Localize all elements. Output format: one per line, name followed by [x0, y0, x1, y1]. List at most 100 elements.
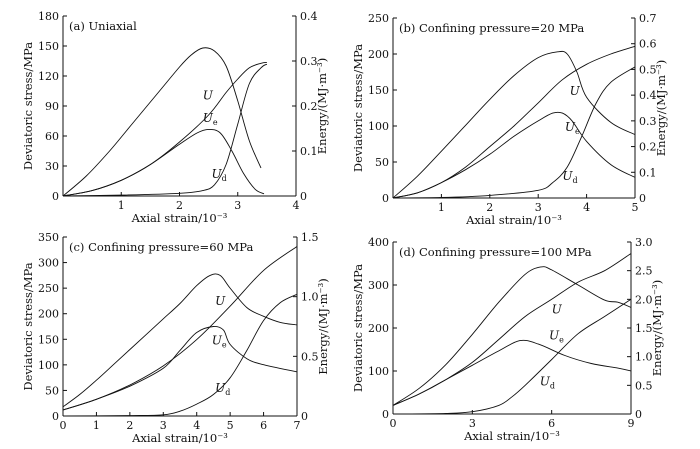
p4-title: (d) Confining pressure=100 MPa: [399, 245, 592, 259]
p2-y2tick-label: 0.2: [639, 141, 657, 154]
p2-y2tick-label: 0.1: [639, 166, 657, 179]
p1-ytick-label: 180: [38, 10, 59, 23]
p1-x-axis-title: Axial strain/10⁻³: [131, 211, 228, 225]
p2-ytick-label: 50: [375, 156, 389, 169]
p1-xtick-label: 4: [293, 199, 300, 212]
p4-ytick-label: 0: [382, 408, 389, 421]
p2-y2tick-label: 0.4: [639, 89, 657, 102]
p1-ue-curve: [62, 128, 265, 197]
panel-2: 0 50 100 150 200 250 0 0.1 0.2 0.3 0.4 0.5 0.6 0.7 1 2 3…: [351, 12, 668, 227]
p2-ue-curve: [392, 111, 636, 199]
p3-x-axis-title: Axial strain/10⁻³: [131, 431, 228, 445]
p4-y2tick-label: 0: [635, 408, 642, 421]
p3-xtick-label: 1: [93, 419, 100, 432]
p4-ytick-label: 100: [368, 365, 389, 378]
p3-ue-curve: [62, 325, 298, 411]
p2-ytick-label: 100: [368, 120, 389, 133]
p2-y2tick-label: 0.5: [639, 63, 657, 76]
p4-ytick-label: 300: [368, 279, 389, 292]
p3-xtick-label: 6: [260, 419, 267, 432]
p3-ytick-label: 100: [38, 359, 59, 372]
p1-title: (a) Uniaxial: [69, 19, 137, 33]
p1-y-axis-title: Deviatoric stress/MPa: [21, 42, 35, 170]
p3-title: (c) Confining pressure=60 MPa: [69, 240, 253, 254]
panel-4: 0 100 200 300 400 0 0.5 1.0 1.5 2.0 2.5 3.0 0 3 6 9 Axia…: [351, 236, 664, 443]
p2-xtick-label: 2: [486, 201, 493, 214]
p3-y2tick-label: 1.5: [301, 231, 319, 244]
p3-u-label: U: [215, 294, 226, 308]
p2-ue-label: Ue: [565, 120, 580, 136]
p3-y2tick-label: 0.5: [301, 350, 319, 363]
p4-xtick-label: 3: [469, 417, 476, 430]
p3-ytick-label: 0: [52, 410, 59, 423]
p3-ytick-label: 200: [38, 308, 59, 321]
p3-xtick-label: 2: [126, 419, 133, 432]
p2-ud-label: Ud: [562, 169, 577, 185]
p1-stress-curve: [62, 47, 262, 197]
p2-title: (b) Confining pressure=20 MPa: [399, 21, 584, 35]
p4-y2-axis-title: Energy/(MJ·m⁻³): [650, 280, 664, 376]
p3-ytick-label: 300: [38, 257, 59, 270]
p4-y2tick-label: 3.0: [635, 236, 653, 249]
p2-x-axis-title: Axial strain/10⁻³: [465, 213, 562, 227]
p4-ud-curve: [392, 298, 632, 415]
p4-ud-label: Ud: [540, 374, 555, 390]
p3-ytick-label: 250: [38, 282, 59, 295]
p4-ytick-label: 400: [368, 236, 389, 249]
p4-ud-label-sub: d: [550, 381, 555, 390]
p2-xtick-label: 4: [583, 201, 590, 214]
p3-ytick-label: 50: [45, 384, 59, 397]
p2-y-axis-title: Deviatoric stress/MPa: [351, 44, 365, 172]
p2-u-label: U: [570, 84, 581, 98]
p3-xtick-label: 7: [294, 419, 301, 432]
p2-xtick-label: 1: [438, 201, 445, 214]
p2-ytick-label: 150: [368, 84, 389, 97]
p2-y2-axis-title: Energy/(MJ·m⁻³): [654, 60, 668, 156]
p2-ud-curve: [392, 66, 636, 199]
p1-ytick-label: 60: [45, 130, 59, 143]
p3-y-axis-title: Deviatoric stress/MPa: [21, 262, 35, 390]
p4-y2tick-label: 1.0: [635, 351, 653, 364]
p1-xtick-label: 2: [176, 199, 183, 212]
p3-xtick-label: 4: [193, 419, 200, 432]
p3-ue-label-sub: e: [222, 340, 227, 349]
p2-y2tick-label: 0: [639, 192, 646, 205]
p4-ytick-label: 200: [368, 322, 389, 335]
p1-y2tick-label: 0.2: [300, 100, 318, 113]
p1-y2tick-label: 0.1: [300, 145, 318, 158]
p2-stress-curve: [392, 50, 636, 199]
p1-ytick-label: 120: [38, 70, 59, 83]
p3-stress-curve: [62, 273, 298, 408]
p3-ytick-label: 150: [38, 333, 59, 346]
p3-ud-curve: [62, 293, 298, 417]
p1-xtick-label: 3: [234, 199, 241, 212]
p4-x-axis-title: Axial strain/10⁻³: [463, 429, 560, 443]
p1-y2tick-label: 0.3: [300, 55, 318, 68]
p3-y2-axis-title: Energy/(MJ·m⁻³): [316, 278, 330, 374]
p1-y2tick-label: 0: [300, 190, 307, 203]
p4-stress-curve: [392, 266, 632, 406]
p1-ud-curve: [62, 63, 268, 197]
p4-xtick-label: 0: [390, 417, 397, 430]
p2-y2tick-label: 0.6: [639, 38, 657, 51]
p4-y2tick-label: 0.5: [635, 379, 653, 392]
p1-ytick-label: 30: [45, 160, 59, 173]
p1-ytick-label: 0: [52, 190, 59, 203]
p2-ytick-label: 250: [368, 12, 389, 25]
p4-u-curve: [392, 253, 632, 406]
p2-xtick-label: 5: [632, 201, 639, 214]
p3-y2tick-label: 0: [301, 410, 308, 423]
p1-ue-label: Ue: [203, 111, 218, 127]
p1-y2-axis-title: Energy/(MJ·m⁻³): [315, 58, 329, 154]
p3-ud-label: Ud: [215, 381, 230, 397]
panel-3: 0 50 100 150 200 250 300 350 0 0.5 1.0 1.5 0 1 2 3 4 5 6 7 A…: [21, 231, 330, 445]
p2-xtick-label: 3: [535, 201, 542, 214]
p3-ytick-label: 350: [38, 231, 59, 244]
p2-u-curve: [392, 45, 636, 199]
panel-1: 0 30 60 90 120 150 180 0 0.1 0.2 0.3 0.4 1 2 3 4 Axial s…: [21, 10, 329, 225]
p2-ud-label-sub: d: [573, 176, 578, 185]
p2-y2tick-label: 0.3: [639, 115, 657, 128]
p1-ytick-label: 150: [38, 40, 59, 53]
p4-y-axis-title: Deviatoric stress/MPa: [351, 264, 365, 392]
p4-ue-curve: [392, 339, 632, 406]
